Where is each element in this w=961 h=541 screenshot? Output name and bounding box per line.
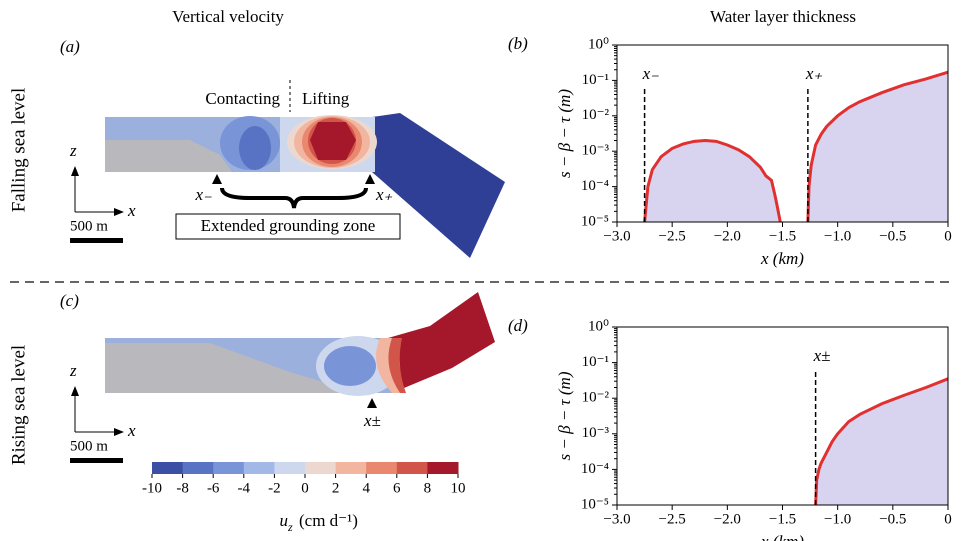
x-tick-label: −0.5 [879,228,906,244]
annotation: Contacting [205,89,280,108]
colorbar-label: u [280,511,289,530]
line [806,70,949,223]
y-tick-label: 10⁻³ [582,425,610,441]
colorbar-tick-label: 2 [332,480,340,496]
y-tick-label: 10⁻⁴ [581,178,609,194]
x-tick-label: −1.0 [824,511,851,527]
panel-label: (b) [508,34,528,53]
colorbar-tick-label: 4 [362,480,370,496]
x-tick-label: −1.5 [769,228,796,244]
colorbar-swatch [335,462,367,474]
colorbar-swatch [213,462,245,474]
y-tick-label: 10⁻³ [582,143,610,159]
colorbar-tick-label: 6 [393,480,401,496]
y-tick-label: 10⁻⁵ [581,213,609,229]
axis-symbol: z [69,141,77,160]
y-tick-label: 10⁻² [582,107,610,123]
area [815,378,948,505]
colorbar-swatch [182,462,214,474]
y-tick-label: 10⁰ [588,318,609,334]
colorbar-swatch [152,462,184,474]
y-axis-label: s − β − τ (m) [555,89,574,178]
x-tick-label: −2.0 [714,228,741,244]
x-tick-label: −3.0 [603,511,630,527]
ice-shelf-illustration [70,292,495,463]
marker-label: x₋ [642,64,660,83]
column-header: Water layer thickness [710,7,856,26]
axis-symbol: x [127,421,136,440]
marker-label: x± [813,346,831,365]
panel-label: (c) [60,291,79,310]
area [644,140,781,222]
row-label: Rising sea level [8,345,29,465]
x-tick-label: −2.0 [714,511,741,527]
area [807,72,948,222]
colorbar-tick-label: -6 [207,480,220,496]
colorbar-tick-label: 0 [301,480,309,496]
annotation: x₊ [375,185,393,204]
colorbar-tick-label: -4 [238,480,251,496]
y-tick-label: 10⁻⁵ [581,496,609,512]
x-axis-label: x (km) [760,249,804,268]
ice-shelf-illustration [70,80,505,258]
x-axis-label: x (km) [760,532,804,541]
y-tick-label: 10⁻¹ [582,354,609,370]
scale-label: 500 m [70,438,108,454]
row-label: Falling sea level [8,88,29,213]
annotation: x± [363,411,381,430]
colorbar-tick-label: 8 [424,480,432,496]
x-tick-label: −1.5 [769,511,796,527]
y-tick-label: 10⁻⁴ [581,461,609,477]
annotation: Extended grounding zone [201,216,376,235]
colorbar-label: (cm d⁻¹) [299,511,358,530]
marker-label: x₊ [805,64,823,83]
colorbar-swatch [396,462,428,474]
axis-symbol: x [127,201,136,220]
colorbar-swatch [243,462,275,474]
colorbar-tick-label: -2 [268,480,281,496]
panel-label: (a) [60,37,80,56]
y-axis-label: s − β − τ (m) [555,371,574,460]
x-tick-label: −2.5 [659,511,686,527]
panel-label: (d) [508,316,528,335]
column-header: Vertical velocity [172,7,284,26]
x-tick-label: 0 [944,511,952,527]
line [814,377,949,506]
axis-symbol: z [69,361,77,380]
colorbar-tick-label: -8 [176,480,189,496]
colorbar-label: z [287,520,293,534]
x-tick-label: 0 [944,228,952,244]
colorbar-swatch [366,462,398,474]
y-tick-label: 10⁻² [582,390,610,406]
colorbar-swatch [274,462,306,474]
annotation: Lifting [302,89,350,108]
x-tick-label: −1.0 [824,228,851,244]
colorbar-tick-label: -10 [142,480,162,496]
scale-label: 500 m [70,218,108,234]
colorbar-tick-label: 10 [451,480,466,496]
x-tick-label: −2.5 [659,228,686,244]
x-tick-label: −0.5 [879,511,906,527]
y-tick-label: 10⁰ [588,36,609,52]
line [643,139,782,223]
colorbar-swatch [305,462,337,474]
colorbar-swatch [427,462,459,474]
y-tick-label: 10⁻¹ [582,72,609,88]
x-tick-label: −3.0 [603,228,630,244]
annotation: x₋ [194,185,212,204]
